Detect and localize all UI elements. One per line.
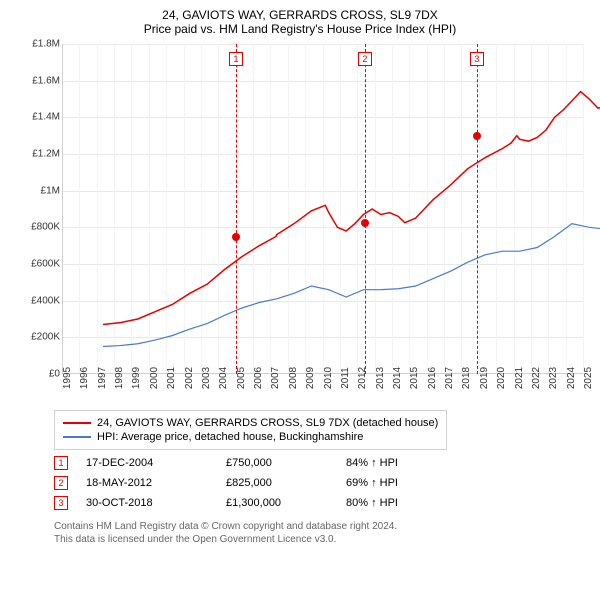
x-tick-label: 2024: [566, 367, 577, 389]
x-tick-label: 2025: [583, 367, 594, 389]
sale-date: 30-OCT-2018: [86, 497, 226, 509]
footnote-line2: This data is licensed under the Open Gov…: [54, 533, 588, 546]
series-line-property: [103, 92, 600, 325]
chart-container: 24, GAVIOTS WAY, GERRARDS CROSS, SL9 7DX…: [0, 0, 600, 590]
x-tick-label: 2016: [427, 367, 438, 389]
x-tick-label: 2010: [323, 367, 334, 389]
legend: 24, GAVIOTS WAY, GERRARDS CROSS, SL9 7DX…: [54, 410, 447, 450]
x-tick-label: 2017: [444, 367, 455, 389]
legend-label-property: 24, GAVIOTS WAY, GERRARDS CROSS, SL9 7DX…: [97, 417, 438, 429]
line-series: [103, 44, 600, 374]
x-tick-label: 2005: [236, 367, 247, 389]
sale-price: £750,000: [226, 457, 346, 469]
x-tick-label: 2021: [514, 367, 525, 389]
y-tick-label: £1.8M: [32, 39, 60, 50]
y-tick-label: £400K: [31, 295, 60, 306]
sale-price: £825,000: [226, 477, 346, 489]
legend-item-property: 24, GAVIOTS WAY, GERRARDS CROSS, SL9 7DX…: [63, 417, 438, 429]
chart-title: 24, GAVIOTS WAY, GERRARDS CROSS, SL9 7DX: [12, 8, 588, 22]
x-tick-label: 2011: [340, 367, 351, 389]
x-tick-label: 2007: [270, 367, 281, 389]
x-tick-label: 2002: [184, 367, 195, 389]
y-tick-label: £1.2M: [32, 149, 60, 160]
series-line-hpi: [103, 224, 600, 347]
sale-point: [361, 219, 369, 227]
plot-region: 1 2 3: [62, 44, 583, 374]
x-tick-label: 1997: [97, 367, 108, 389]
sale-price: £1,300,000: [226, 497, 346, 509]
x-tick-label: 1998: [114, 367, 125, 389]
x-tick-label: 2004: [218, 367, 229, 389]
x-tick-label: 2013: [375, 367, 386, 389]
marker-number-box: 2: [358, 52, 372, 66]
marker-number-box: 1: [229, 52, 243, 66]
y-tick-label: £1.4M: [32, 112, 60, 123]
x-tick-label: 2020: [496, 367, 507, 389]
sale-point: [232, 233, 240, 241]
y-tick-label: £0: [49, 369, 60, 380]
sale-date: 18-MAY-2012: [86, 477, 226, 489]
x-tick-label: 2009: [305, 367, 316, 389]
x-tick-label: 2006: [253, 367, 264, 389]
x-tick-label: 2003: [201, 367, 212, 389]
sale-number-box: 3: [54, 496, 68, 510]
sale-number-box: 1: [54, 456, 68, 470]
x-tick-label: 1995: [62, 367, 73, 389]
sale-number-box: 2: [54, 476, 68, 490]
footnote-line1: Contains HM Land Registry data © Crown c…: [54, 520, 588, 533]
x-tick-label: 1999: [131, 367, 142, 389]
legend-label-hpi: HPI: Average price, detached house, Buck…: [97, 431, 363, 443]
sale-row: 3 30-OCT-2018£1,300,00080% ↑ HPI: [54, 496, 588, 510]
sales-list: 1 17-DEC-2004£750,00084% ↑ HPI 2 18-MAY-201…: [12, 456, 588, 510]
legend-swatch-property: [63, 422, 91, 424]
x-tick-label: 2000: [149, 367, 160, 389]
chart-area: £0 £200K £400K £600K £800K £1M £1.2M £1.4M £1.6M…: [22, 44, 585, 402]
sale-pct-vs-hpi: 80% ↑ HPI: [346, 497, 398, 509]
x-tick-label: 2015: [409, 367, 420, 389]
legend-item-hpi: HPI: Average price, detached house, Buck…: [63, 431, 438, 443]
x-tick-label: 2008: [288, 367, 299, 389]
x-tick-label: 2012: [357, 367, 368, 389]
marker-number-box: 3: [470, 52, 484, 66]
y-tick-label: £600K: [31, 259, 60, 270]
sale-row: 2 18-MAY-2012£825,00069% ↑ HPI: [54, 476, 588, 490]
y-tick-label: £1M: [41, 185, 60, 196]
x-tick-label: 2014: [392, 367, 403, 389]
x-tick-label: 2022: [531, 367, 542, 389]
marker-line: [477, 44, 478, 374]
chart-subtitle: Price paid vs. HM Land Registry's House …: [12, 22, 588, 36]
sale-pct-vs-hpi: 69% ↑ HPI: [346, 477, 398, 489]
sale-point: [473, 132, 481, 140]
x-tick-label: 2018: [461, 367, 472, 389]
marker-line: [365, 44, 366, 374]
sale-row: 1 17-DEC-2004£750,00084% ↑ HPI: [54, 456, 588, 470]
x-tick-label: 2001: [166, 367, 177, 389]
marker-line: [236, 44, 237, 374]
legend-swatch-hpi: [63, 436, 91, 438]
x-tick-label: 2019: [479, 367, 490, 389]
sale-pct-vs-hpi: 84% ↑ HPI: [346, 457, 398, 469]
footnote: Contains HM Land Registry data © Crown c…: [54, 520, 588, 546]
sale-date: 17-DEC-2004: [86, 457, 226, 469]
x-tick-label: 1996: [79, 367, 90, 389]
y-tick-label: £200K: [31, 332, 60, 343]
y-tick-label: £1.6M: [32, 75, 60, 86]
y-tick-label: £800K: [31, 222, 60, 233]
x-tick-label: 2023: [548, 367, 559, 389]
